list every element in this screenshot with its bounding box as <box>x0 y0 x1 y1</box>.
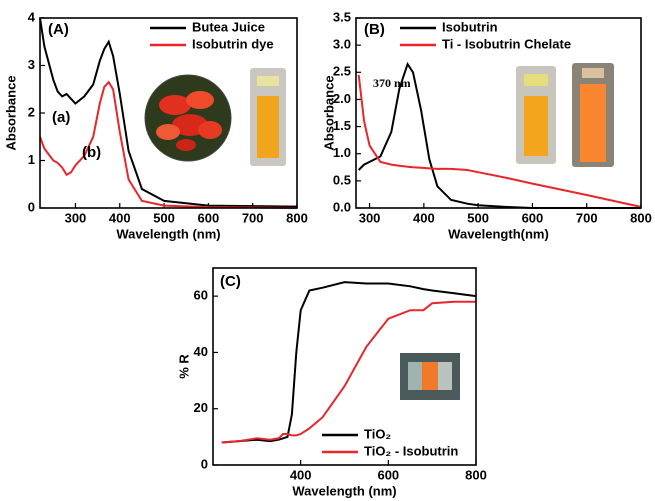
y-tick-label: 0 <box>28 199 35 214</box>
panel-label: (B) <box>364 21 385 38</box>
y-tick-label: 4 <box>28 9 36 24</box>
x-axis-label: Wavelength (nm) <box>116 226 220 241</box>
x-tick-label: 500 <box>467 210 489 225</box>
annotation: 370 nm <box>373 76 411 90</box>
y-axis-label: % R <box>176 354 191 379</box>
annotation: (a) <box>52 109 70 126</box>
y-axis-label: Absorbance <box>321 75 336 150</box>
vial-photo <box>250 68 286 166</box>
y-tick-label: 0.0 <box>333 199 351 214</box>
x-tick-label: 500 <box>153 210 175 225</box>
x-tick-label: 600 <box>377 467 399 482</box>
vial-photo <box>516 63 614 167</box>
x-tick-label: 800 <box>286 210 308 225</box>
y-tick-label: 0 <box>201 456 208 471</box>
x-tick-label: 300 <box>359 210 381 225</box>
y-tick-label: 3.0 <box>333 37 351 52</box>
legend-label: TiO₂ <box>364 426 391 441</box>
panel-label: (A) <box>48 21 69 38</box>
panel-label: (C) <box>220 273 241 290</box>
x-tick-label: 400 <box>109 210 131 225</box>
legend-label: Ti - Isobutrin Chelate <box>442 36 571 51</box>
legend-label: Butea Juice <box>192 19 265 34</box>
x-axis-label: Wavelength (nm) <box>292 483 396 498</box>
y-tick-label: 20 <box>194 400 208 415</box>
y-axis-label: Absorbance <box>3 75 18 150</box>
legend-label: Isobutrin <box>442 19 498 34</box>
y-tick-label: 3.5 <box>333 9 351 24</box>
x-tick-label: 400 <box>290 467 312 482</box>
x-tick-label: 400 <box>413 210 435 225</box>
annotation: (b) <box>82 144 101 161</box>
x-tick-label: 800 <box>465 467 487 482</box>
x-tick-label: 700 <box>242 210 264 225</box>
x-tick-label: 700 <box>576 210 598 225</box>
legend-label: TiO₂ - Isobutrin <box>364 443 458 458</box>
y-tick-label: 1 <box>28 152 35 167</box>
x-axis-label: Wavelength(nm) <box>448 226 549 241</box>
sample-photo <box>400 353 460 400</box>
y-tick-label: 2 <box>28 104 35 119</box>
x-tick-label: 300 <box>65 210 87 225</box>
y-tick-label: 60 <box>194 288 208 303</box>
flower-photo <box>145 75 231 161</box>
y-tick-label: 0.5 <box>333 172 351 187</box>
x-tick-label: 800 <box>630 210 652 225</box>
legend-label: Isobutrin dye <box>192 36 274 51</box>
x-tick-label: 600 <box>522 210 544 225</box>
y-tick-label: 3 <box>28 57 35 72</box>
x-tick-label: 600 <box>198 210 220 225</box>
y-tick-label: 40 <box>194 344 208 359</box>
figure: 30040050060070080001234Wavelength (nm)Ab… <box>0 0 655 501</box>
